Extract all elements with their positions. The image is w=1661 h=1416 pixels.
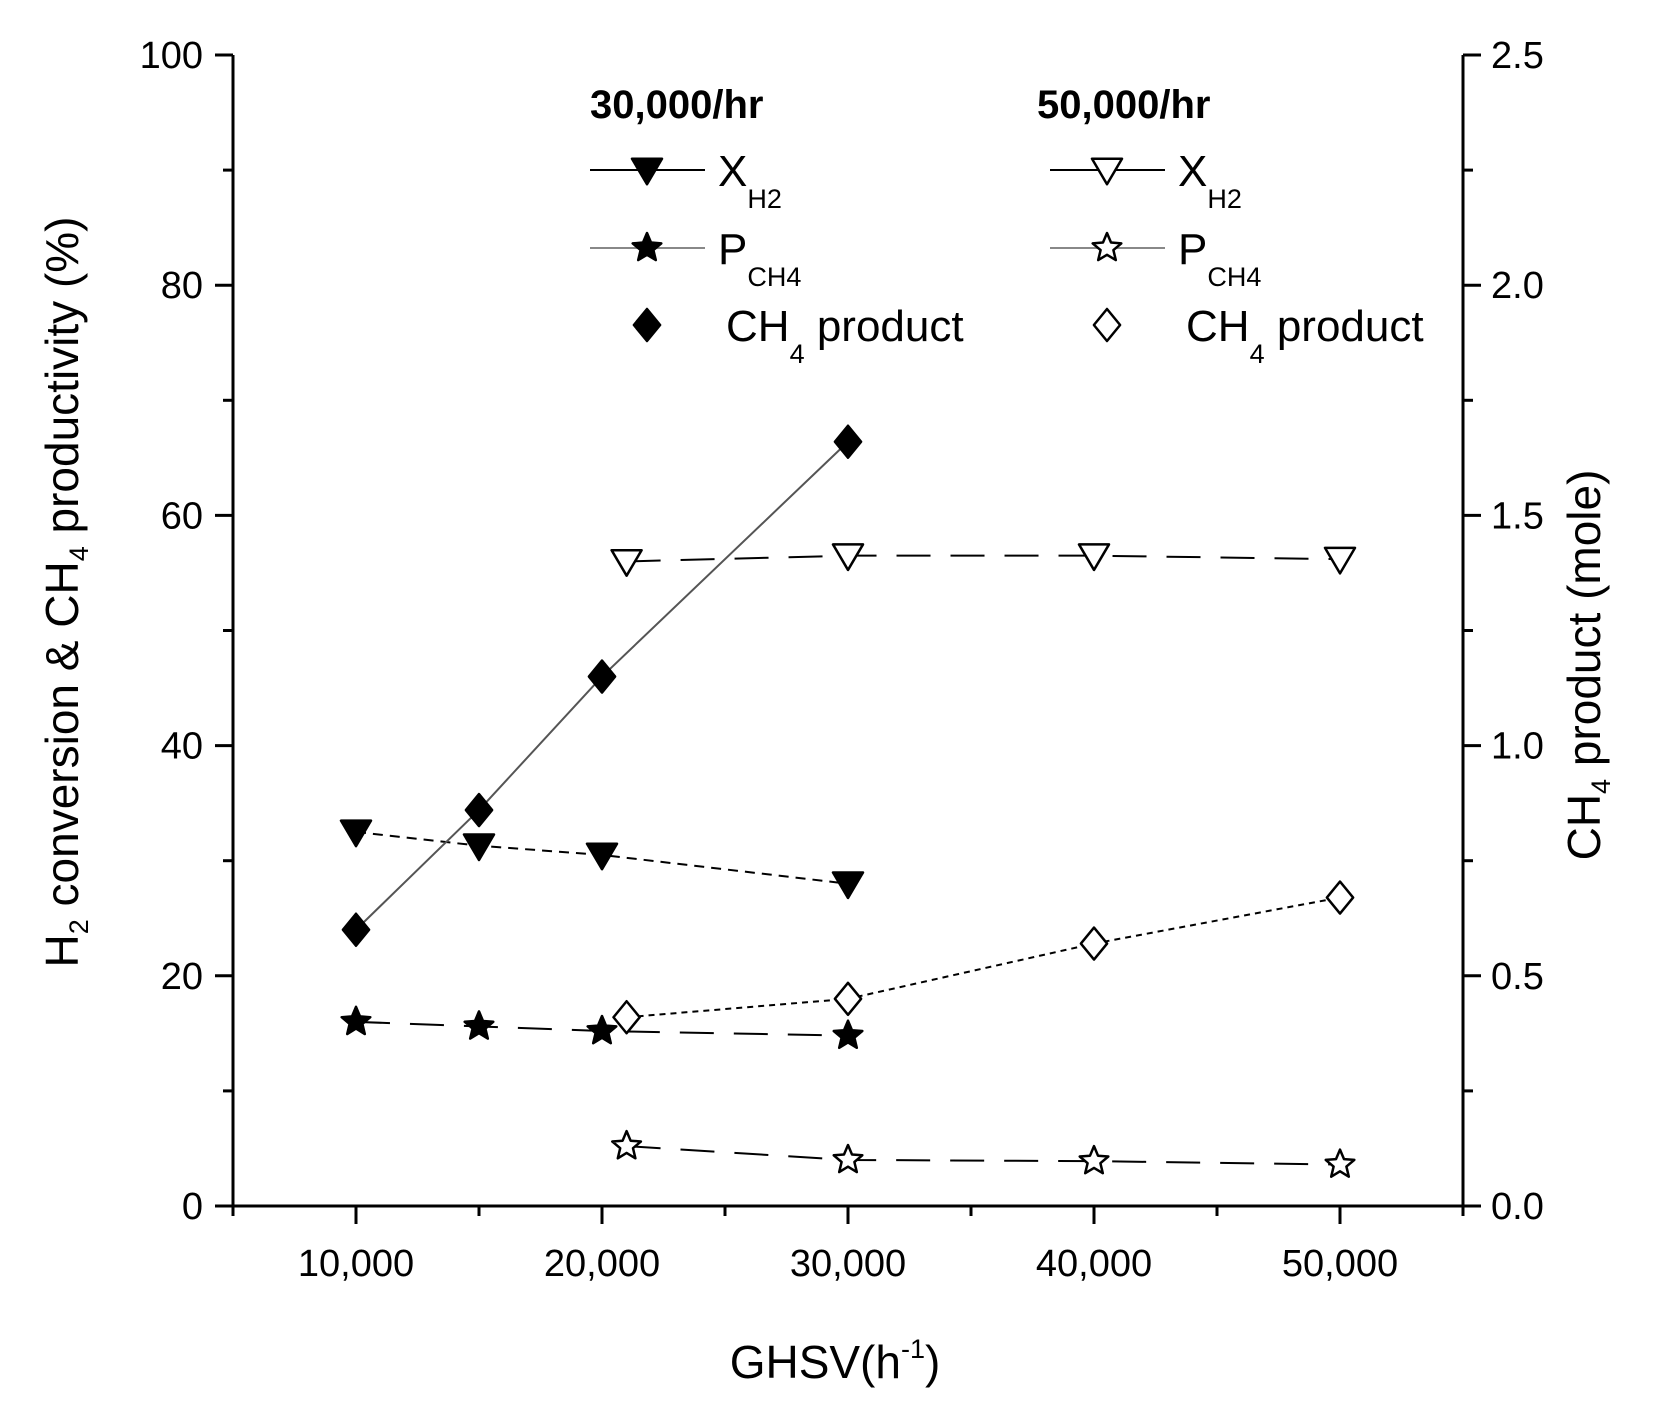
legend: 30,000/hr 50,000/hr XH2 PCH4 CH4 product XH2 P…	[590, 83, 1424, 369]
legend-item-pch4_30k: PCH4	[590, 225, 801, 292]
y-right-title-a-sub: 4	[1586, 779, 1616, 794]
legend-label: PCH4	[1178, 225, 1261, 292]
data-point-ch4prod_30k	[464, 792, 494, 828]
legend-label: PCH4	[718, 225, 801, 292]
y-right-tick-label: 1.0	[1491, 726, 1544, 768]
y-left-axis-title: H2 conversion & CH4 productivity (%)	[36, 217, 94, 968]
data-point-ch4prod_30k	[587, 659, 617, 694]
series-line-ch4prod_50k	[626, 896, 1341, 1019]
x-tick-label: 10,000	[298, 1243, 414, 1285]
data-point-ch4prod_50k	[1325, 880, 1355, 915]
legend-marker-xh2_30k	[630, 157, 664, 186]
data-point-xh2_50k	[610, 548, 643, 577]
data-point-pch4_30k	[832, 1019, 864, 1050]
data-point-pch4_50k	[611, 1129, 643, 1160]
legend-item-xh2_50k: XH2	[1050, 147, 1242, 214]
axes-layer: 10,000 20,000 30,000 40,000 50,000 0 20 40 60 80 1…	[140, 35, 1544, 1285]
legend-marker-ch4prod_30k	[632, 307, 662, 343]
y-left-tick-label: 80	[161, 265, 203, 307]
data-point-pch4_30k	[340, 1005, 372, 1036]
y-left-title-b: conversion & CH	[36, 561, 88, 919]
legend-label: CH4 product	[726, 302, 964, 369]
y-right-tick-label: 2.5	[1491, 35, 1544, 77]
series-xh2_30k	[339, 819, 865, 900]
series-pch4_50k	[611, 1129, 1356, 1178]
legend-label: XH2	[1178, 147, 1242, 214]
legend-group2-title: 50,000/hr	[1037, 83, 1210, 127]
y-left-title-c: productivity (%)	[36, 217, 88, 547]
y-left-tick-label: 0	[182, 1186, 203, 1228]
data-point-xh2_30k	[462, 833, 496, 862]
legend-item-xh2_30k: XH2	[590, 147, 782, 214]
x-tick-label: 40,000	[1036, 1243, 1152, 1285]
data-point-xh2_30k	[339, 819, 373, 848]
series-line-pch4_30k	[355, 1020, 849, 1037]
legend-label: CH4 product	[1186, 302, 1424, 369]
legend-item-ch4prod_30k: CH4 product	[632, 302, 964, 369]
x-tick-label: 30,000	[790, 1243, 906, 1285]
legend-marker-pch4_30k	[631, 231, 663, 262]
data-point-pch4_50k	[832, 1143, 864, 1174]
x-tick-label: 50,000	[1282, 1243, 1398, 1285]
data-point-pch4_50k	[1324, 1148, 1356, 1178]
legend-group1-title: 30,000/hr	[590, 83, 763, 127]
data-point-ch4prod_50k	[833, 981, 863, 1017]
legend-marker-xh2_50k	[1090, 157, 1124, 186]
data-point-ch4prod_30k	[341, 912, 371, 948]
legend-item-ch4prod_50k: CH4 product	[1092, 302, 1424, 369]
series-xh2_50k	[610, 543, 1357, 577]
data-point-ch4prod_50k	[612, 999, 641, 1035]
series-line-xh2_50k	[626, 554, 1341, 563]
data-point-ch4prod_50k	[1079, 926, 1109, 961]
y-left-tick-label: 40	[161, 726, 203, 768]
legend-marker-pch4_50k	[1091, 231, 1123, 262]
data-point-xh2_50k	[1077, 543, 1111, 572]
data-point-ch4prod_30k	[833, 424, 863, 459]
y-right-tick-label: 2.0	[1491, 265, 1544, 307]
y-right-title-a: CH	[1558, 794, 1610, 860]
data-point-pch4_30k	[463, 1010, 495, 1040]
y-left-title-a-sub: 2	[64, 919, 94, 934]
series-line-ch4prod_30k	[355, 441, 849, 931]
data-point-xh2_30k	[831, 871, 865, 900]
y-left-tick-label: 100	[140, 35, 203, 77]
series-ch4prod_50k	[612, 880, 1355, 1035]
y-left-title-a: H	[36, 934, 88, 967]
x-axis-title-close: )	[925, 1336, 940, 1388]
series-pch4_30k	[340, 1005, 864, 1050]
data-point-pch4_50k	[1078, 1144, 1110, 1175]
y-right-tick-label: 0.0	[1491, 1186, 1544, 1228]
series-line-pch4_50k	[626, 1145, 1341, 1166]
data-point-pch4_30k	[586, 1014, 618, 1045]
legend-label: XH2	[718, 147, 782, 214]
series-layer	[339, 424, 1357, 1178]
y-left-title-b-sub: 4	[64, 546, 94, 561]
y-right-title-b: product (mole)	[1558, 470, 1610, 779]
x-tick-label: 20,000	[544, 1243, 660, 1285]
y-right-axis-title: CH4 product (mole)	[1558, 470, 1616, 861]
x-axis-title-main: GHSV(h	[730, 1336, 901, 1388]
legend-marker-ch4prod_50k	[1092, 307, 1122, 343]
data-point-xh2_30k	[585, 842, 619, 871]
y-left-tick-label: 20	[161, 956, 203, 998]
legend-item-pch4_50k: PCH4	[1050, 225, 1261, 292]
series-ch4prod_30k	[341, 424, 863, 948]
data-point-xh2_50k	[831, 543, 865, 572]
x-axis-title-sup: -1	[901, 1334, 925, 1364]
y-left-tick-label: 60	[161, 495, 203, 537]
x-axis-title: GHSV(h-1)	[730, 1334, 941, 1388]
y-right-tick-label: 0.5	[1491, 956, 1544, 998]
y-right-tick-label: 1.5	[1491, 495, 1544, 537]
data-point-xh2_50k	[1323, 546, 1357, 575]
